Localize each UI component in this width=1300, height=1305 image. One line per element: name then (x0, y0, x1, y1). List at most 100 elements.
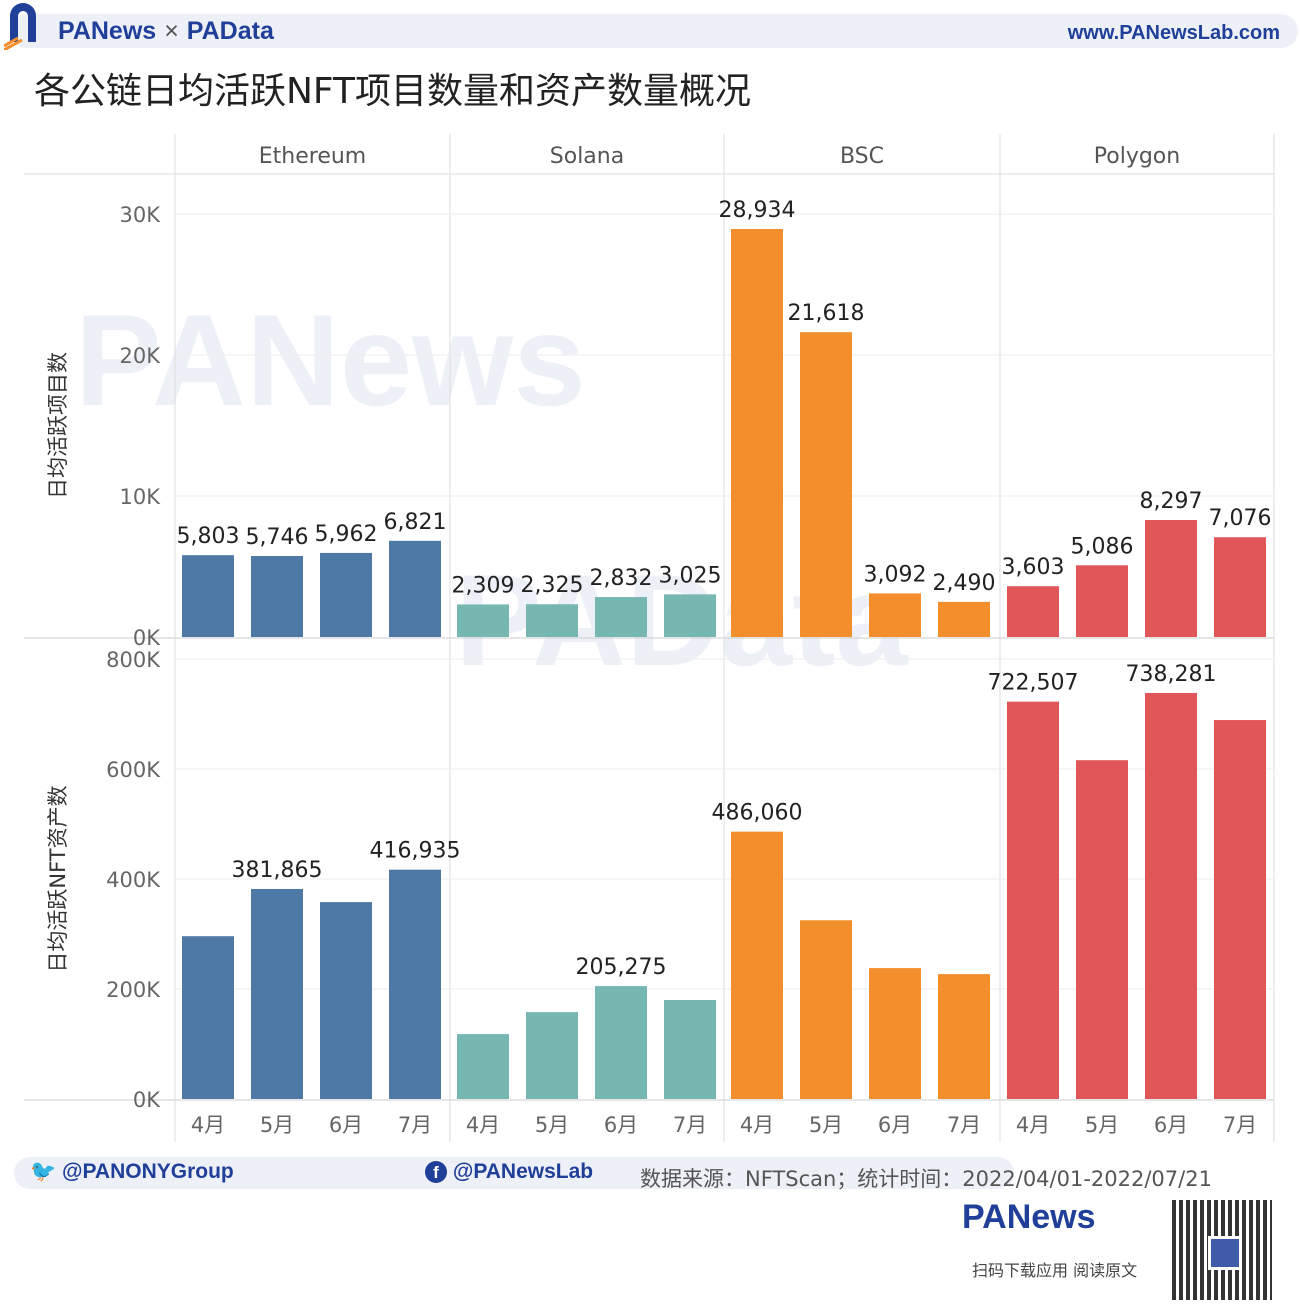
y-tick-label: 600K (106, 758, 161, 782)
y-axis-label: 日均活跃NFT资产数 (46, 785, 70, 972)
bar-polygon-7 (1214, 720, 1266, 1099)
bar-ethereum-7 (389, 869, 441, 1099)
twitter-icon: 🐦 (30, 1160, 57, 1183)
x-tick-label: 5月 (1085, 1113, 1119, 1137)
bar-solana-4 (457, 604, 509, 637)
data-source: 数据来源：NFTScan；统计时间：2022/04/01-2022/07/21 (640, 1167, 1212, 1191)
bar-bsc-7 (938, 601, 990, 637)
data-label: 2,309 (452, 573, 515, 598)
data-label: 5,086 (1071, 534, 1134, 559)
y-tick-label: 0K (133, 1088, 161, 1112)
bar-solana-7 (664, 594, 716, 637)
x-tick-label: 7月 (1223, 1113, 1257, 1137)
x-tick-label: 6月 (329, 1113, 363, 1137)
twitter-handle[interactable]: 🐦 @PANONYGroup (30, 1160, 234, 1184)
data-label: 3,603 (1002, 555, 1065, 580)
x-tick-label: 7月 (673, 1113, 707, 1137)
data-label: 5,746 (246, 525, 309, 550)
panel-header-bsc: BSC (840, 144, 884, 169)
facebook-icon: f (425, 1161, 447, 1183)
data-label: 2,490 (933, 571, 996, 596)
bar-solana-4 (457, 1034, 509, 1099)
brand: PANews × PAData (58, 17, 274, 46)
y-tick-label: 20K (120, 344, 162, 368)
data-label: 21,618 (788, 301, 865, 326)
data-label: 5,962 (315, 522, 378, 547)
x-tick-label: 6月 (604, 1113, 638, 1137)
data-label: 6,821 (384, 510, 447, 535)
bar-polygon-6 (1145, 520, 1197, 637)
data-label: 381,865 (232, 858, 323, 883)
bar-ethereum-4 (182, 936, 234, 1099)
data-label: 205,275 (576, 955, 667, 980)
y-tick-label: 200K (106, 978, 161, 1002)
bar-bsc-4 (731, 229, 783, 638)
y-tick-label: 800K (106, 648, 161, 672)
facebook-text: @PANewsLab (452, 1160, 594, 1183)
header-bar (10, 14, 1298, 48)
data-label: 28,934 (719, 198, 796, 223)
footer-bar (14, 1157, 1014, 1189)
bar-solana-5 (526, 604, 578, 637)
x-tick-label: 4月 (191, 1113, 225, 1137)
bar-polygon-4 (1007, 586, 1059, 637)
panel-header-solana: Solana (550, 144, 624, 169)
bar-polygon-6 (1145, 692, 1197, 1099)
chart-title: 各公链日均活跃NFT项目数量和资产数量概况 (34, 71, 751, 112)
panews-logo-icon (4, 3, 36, 50)
watermark-panews: PANews (75, 287, 586, 433)
bar-polygon-7 (1214, 537, 1266, 637)
data-label: 3,092 (864, 562, 927, 587)
x-tick-label: 4月 (466, 1113, 500, 1137)
x-tick-label: 5月 (809, 1113, 843, 1137)
bar-ethereum-6 (320, 902, 372, 1099)
data-label: 738,281 (1126, 662, 1217, 687)
bar-bsc-6 (869, 968, 921, 1099)
qr-code[interactable] (1172, 1200, 1272, 1300)
x-tick-label: 4月 (740, 1113, 774, 1137)
bar-solana-6 (595, 986, 647, 1099)
x-tick-label: 4月 (1016, 1113, 1050, 1137)
x-tick-label: 5月 (260, 1113, 294, 1137)
bar-solana-6 (595, 597, 647, 637)
bar-bsc-5 (800, 332, 852, 637)
data-label: 722,507 (988, 671, 1079, 696)
bar-polygon-5 (1076, 565, 1128, 637)
x-tick-label: 6月 (878, 1113, 912, 1137)
bar-ethereum-4 (182, 555, 234, 637)
bar-polygon-5 (1076, 760, 1128, 1099)
y-axis-label: 日均活跃项目数 (46, 352, 70, 499)
website-link[interactable]: www.PANewsLab.com (1067, 22, 1280, 44)
panel-header-ethereum: Ethereum (259, 144, 366, 169)
data-label: 7,076 (1209, 506, 1272, 531)
twitter-text: @PANONYGroup (62, 1160, 234, 1183)
bar-polygon-4 (1007, 701, 1059, 1099)
bar-bsc-4 (731, 831, 783, 1099)
y-tick-label: 400K (106, 868, 161, 892)
data-label: 8,297 (1140, 489, 1203, 514)
bar-ethereum-5 (251, 888, 303, 1099)
data-label: 416,935 (370, 839, 461, 864)
facebook-handle[interactable]: f @PANewsLab (425, 1160, 593, 1184)
data-label: 2,832 (590, 566, 653, 591)
brand-panews: PANews (58, 17, 157, 45)
data-label: 3,025 (659, 563, 722, 588)
app-download-text: 扫码下载应用 阅读原文 (972, 1261, 1138, 1280)
x-tick-label: 6月 (1154, 1113, 1188, 1137)
x-tick-label: 5月 (535, 1113, 569, 1137)
footer-logo: PANews (962, 1198, 1096, 1236)
bar-bsc-7 (938, 974, 990, 1099)
y-tick-label: 0K (133, 626, 161, 650)
bar-ethereum-5 (251, 555, 303, 637)
brand-separator: × (164, 17, 179, 45)
x-tick-label: 7月 (398, 1113, 432, 1137)
bar-bsc-6 (869, 593, 921, 637)
brand-padata: PAData (186, 17, 274, 45)
y-tick-label: 30K (120, 203, 162, 227)
y-tick-label: 10K (120, 485, 162, 509)
data-label: 5,803 (177, 524, 240, 549)
bar-ethereum-7 (389, 540, 441, 637)
x-tick-label: 7月 (947, 1113, 981, 1137)
data-label: 486,060 (712, 801, 803, 826)
